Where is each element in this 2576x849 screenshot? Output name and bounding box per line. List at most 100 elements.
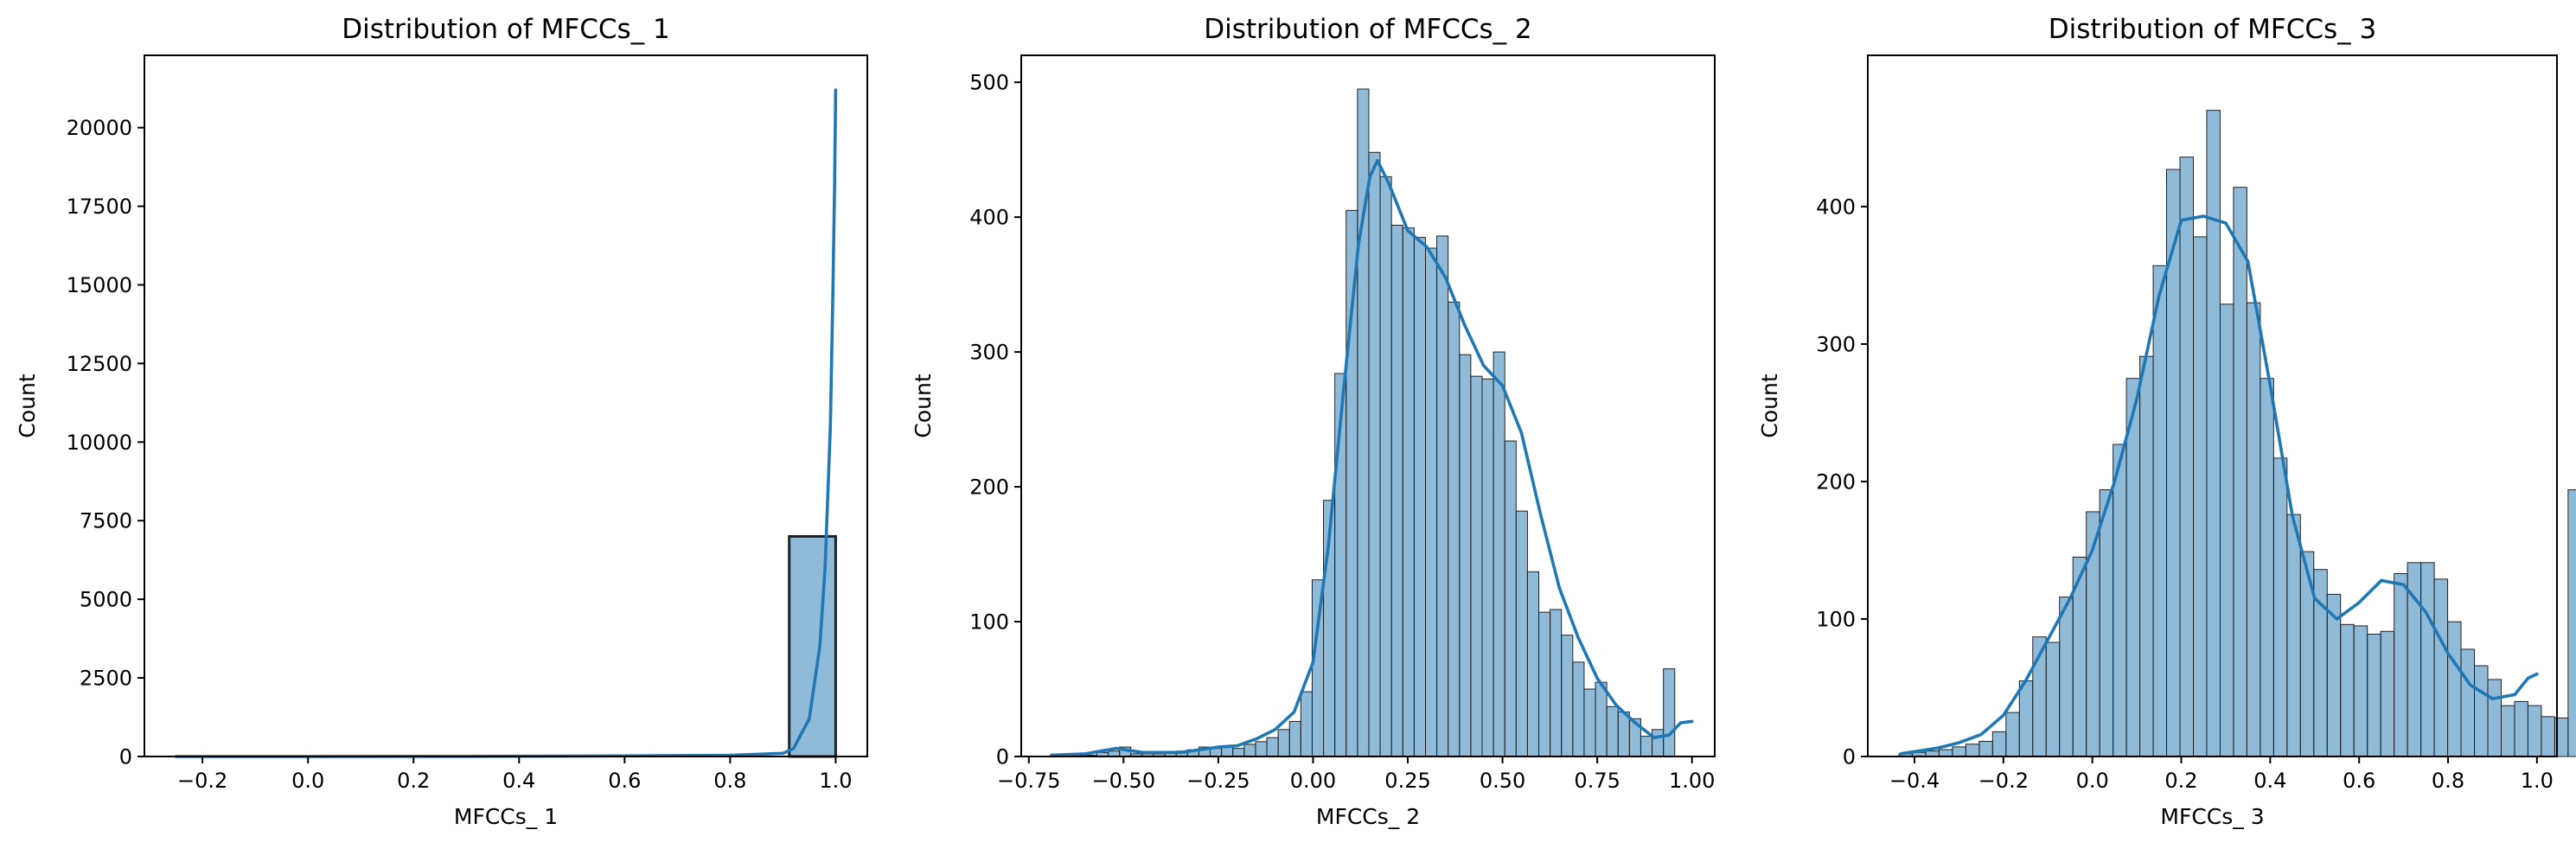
histogram-bar xyxy=(1368,151,1381,757)
y-tick-label: 400 xyxy=(969,206,1009,230)
histogram-bar xyxy=(2206,110,2221,757)
histogram-bar xyxy=(2018,680,2034,757)
histogram-bar xyxy=(1550,609,1563,757)
histogram-bar xyxy=(2474,665,2489,757)
chart-title: Distribution of MFCCs_ 1 xyxy=(342,14,670,45)
histogram-bar xyxy=(2260,378,2274,757)
y-tick-label: 100 xyxy=(969,610,1009,635)
x-axis-label: MFCCs_ 1 xyxy=(454,804,558,829)
x-tick-label: 0.75 xyxy=(1574,769,1620,793)
x-tick-label: 0.0 xyxy=(2076,769,2109,793)
chart-title: Distribution of MFCCs_ 3 xyxy=(2049,14,2377,45)
histogram-bar xyxy=(2433,578,2449,757)
y-tick-label: 10000 xyxy=(67,431,132,455)
x-tick-label: 0.2 xyxy=(397,769,430,793)
histogram-bar xyxy=(2541,716,2555,757)
histogram-bar xyxy=(1583,688,1596,757)
histogram-bar xyxy=(2514,700,2528,757)
x-tick-label: −0.2 xyxy=(1978,769,2029,793)
histogram-bar xyxy=(1493,351,1505,757)
y-tick-label: 5000 xyxy=(80,588,132,612)
histogram-bar xyxy=(2233,187,2247,757)
x-tick-label: 0.00 xyxy=(1290,769,1336,793)
histogram-bar xyxy=(2166,169,2181,757)
x-axis-label: MFCCs_ 2 xyxy=(1316,804,1420,829)
y-axis-label: Count xyxy=(15,373,40,437)
histogram-bar xyxy=(2045,642,2061,757)
histogram-bar xyxy=(1504,440,1517,757)
x-tick-label: 0.6 xyxy=(2343,769,2375,793)
histogram-bar xyxy=(2447,621,2462,757)
histogram-bar xyxy=(1561,635,1574,757)
histogram-bar xyxy=(2179,156,2195,757)
histogram-bar xyxy=(1448,301,1461,757)
histogram-bar xyxy=(1266,737,1279,757)
histogram-bar xyxy=(1459,354,1472,757)
histogram-bar xyxy=(1572,661,1585,757)
y-tick-label: 500 xyxy=(969,71,1009,95)
histogram-bar xyxy=(1402,227,1415,757)
histogram-bar xyxy=(1390,225,1403,757)
y-tick-label: 15000 xyxy=(67,273,132,297)
histogram-bar xyxy=(2059,597,2074,757)
histogram-bar xyxy=(2527,705,2542,757)
histogram-bars xyxy=(1898,110,2576,757)
histogram-bars xyxy=(788,534,837,758)
y-tick-label: 200 xyxy=(969,476,1009,500)
y-tick-label: 17500 xyxy=(67,195,132,219)
histogram-bar xyxy=(1379,176,1392,757)
histogram-bar xyxy=(1595,681,1608,757)
histogram-bar xyxy=(1640,736,1653,757)
histogram-bar xyxy=(1210,748,1223,757)
x-tick-label: 1.0 xyxy=(819,769,852,793)
histogram-bar xyxy=(2500,705,2515,757)
histogram-bar xyxy=(1652,729,1665,757)
histogram-bar xyxy=(1938,749,1953,757)
histogram-bar xyxy=(1413,237,1426,757)
kde-line xyxy=(1899,214,2539,756)
y-tick-label: 300 xyxy=(969,341,1009,365)
histogram-bar xyxy=(2113,444,2127,757)
kde-line xyxy=(1050,158,1694,757)
x-tick-label: −0.75 xyxy=(997,769,1061,793)
histogram-bar xyxy=(1538,611,1551,757)
histogram-bar xyxy=(1255,741,1268,757)
x-tick-label: 1.0 xyxy=(2521,769,2554,793)
axes-frame xyxy=(1867,54,2558,757)
x-tick-label: 0.0 xyxy=(291,769,324,793)
histogram-bar xyxy=(2420,562,2435,757)
histogram-bar xyxy=(1991,731,2007,757)
histogram-bar xyxy=(2460,648,2476,757)
histogram-bar xyxy=(2192,236,2208,757)
y-tick-label: 2500 xyxy=(80,667,132,691)
x-tick-label: 0.8 xyxy=(2432,769,2464,793)
histogram-bar xyxy=(2139,355,2154,757)
kde-line xyxy=(174,88,838,758)
histogram-bar xyxy=(2340,623,2355,757)
histogram-bar xyxy=(2353,625,2368,757)
histogram-bar xyxy=(1232,748,1245,757)
histogram-bar xyxy=(2005,712,2020,757)
x-tick-label: 1.00 xyxy=(1669,769,1715,793)
y-tick-label: 20000 xyxy=(67,116,132,140)
histogram-bar xyxy=(2487,679,2502,757)
x-tick-label: 0.4 xyxy=(2253,769,2286,793)
y-tick-label: 12500 xyxy=(67,352,132,376)
chart-panel-1: −0.2 0.0 0.2 0.4 0.6 0.8 1.0 0 2500 5000 7500 10000… xyxy=(15,14,868,829)
histogram-bar xyxy=(2567,489,2576,757)
x-tick-label: 0.2 xyxy=(2164,769,2197,793)
histogram-bar xyxy=(1526,571,1540,757)
histogram-bar xyxy=(2286,514,2301,757)
y-tick-label: 0 xyxy=(119,745,132,769)
x-tick-label: 0.4 xyxy=(502,769,535,793)
histogram-bar xyxy=(1470,375,1483,757)
x-tick-label: 0.8 xyxy=(713,769,746,793)
x-tick-label: −0.25 xyxy=(1186,769,1250,793)
chart-panel-3: −0.4 −0.2 0.0 0.2 0.4 0.6 0.8 1.0 0 100 200 300 400 D… xyxy=(1757,14,2576,829)
histogram-bar xyxy=(1436,235,1449,757)
histogram-bar xyxy=(1965,744,1980,757)
histogram-bar xyxy=(1978,741,1993,757)
y-tick-label: 0 xyxy=(996,745,1009,769)
y-axis-label: Count xyxy=(911,373,936,437)
